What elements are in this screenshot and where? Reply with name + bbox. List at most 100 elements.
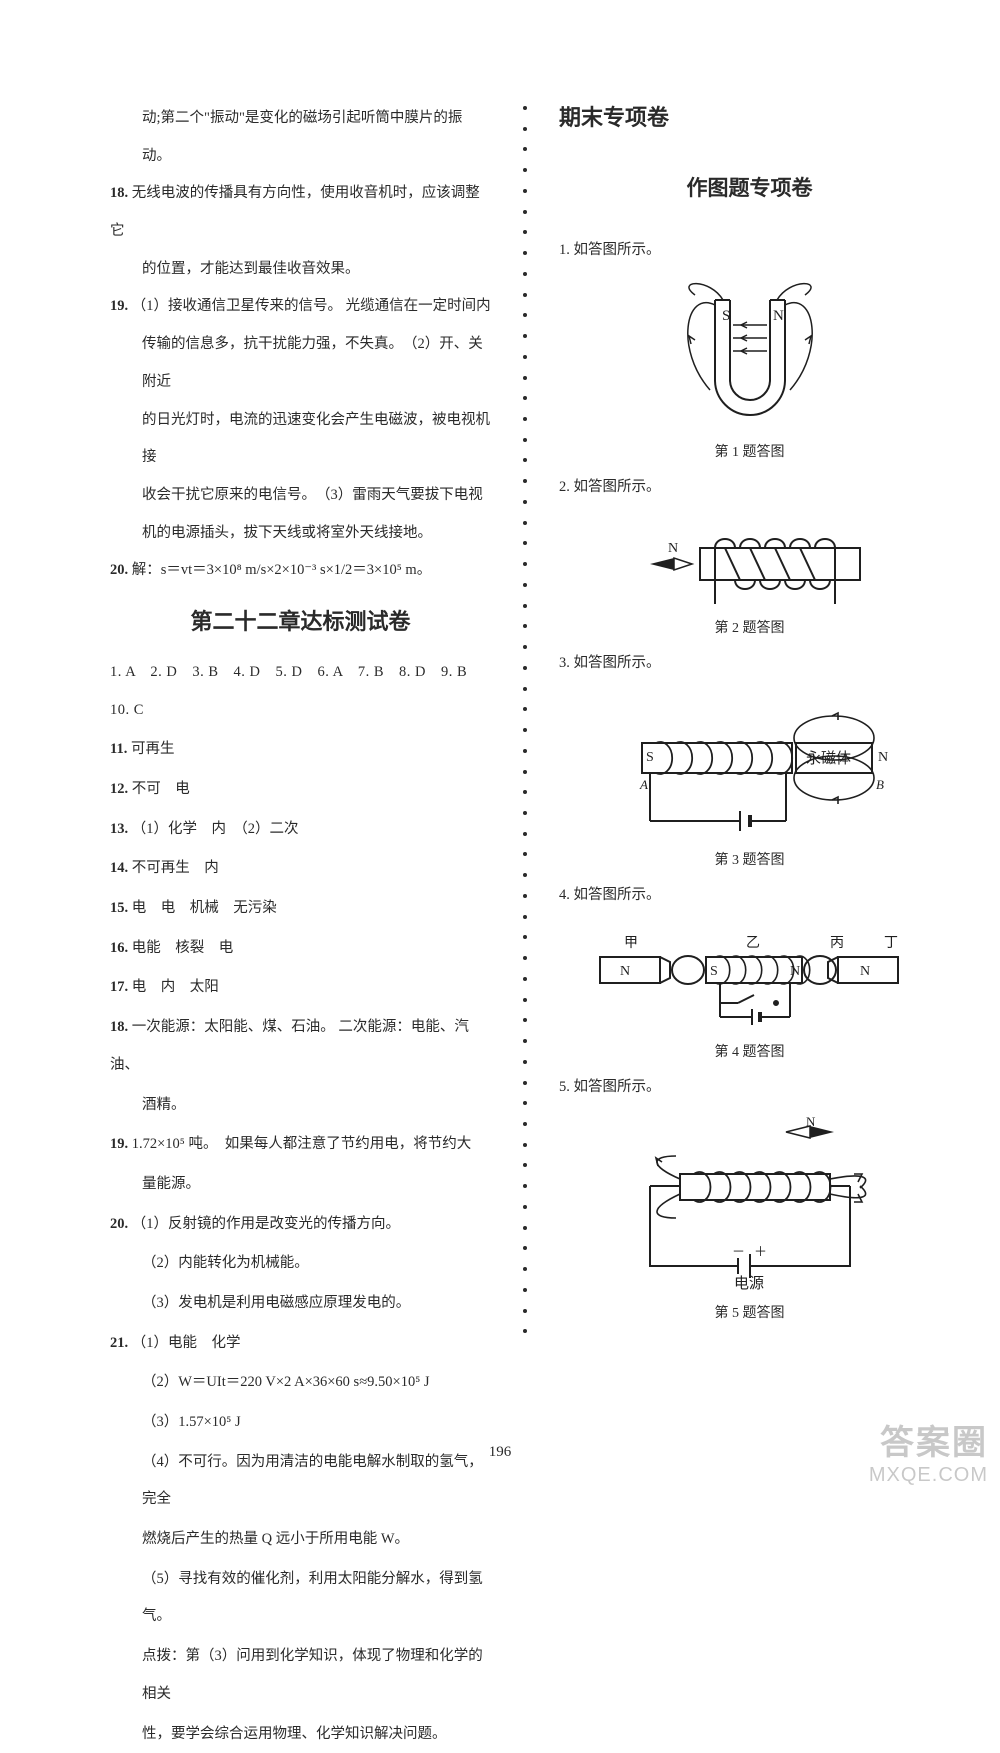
answer-line: （4）不可行。因为用清洁的电能电解水制取的氢气，完全 [110, 1444, 491, 1519]
divider-dot [523, 624, 527, 628]
n-label-2: N [790, 964, 800, 979]
divider-dot [523, 707, 527, 711]
answer-line: 性，要学会综合运用物理、化学知识解决问题。 [110, 1716, 491, 1753]
answer-text: 电 内 太阳 [132, 979, 219, 995]
s-label: S [722, 308, 730, 324]
divider-dot [523, 438, 527, 442]
divider-dot [523, 1101, 527, 1105]
qnum-20: 20. [110, 562, 128, 578]
divider-dot [523, 541, 527, 545]
answer-text: 可再生 [131, 741, 175, 757]
qnum: 12. [110, 781, 132, 797]
divider-dot [523, 1143, 527, 1147]
watermark-line2: MXQE.COM [869, 1464, 988, 1487]
divider-dot [523, 1039, 527, 1043]
divider-dot [523, 1329, 527, 1333]
answer-text: （5）寻找有效的催化剂，利用太阳能分解水，得到氢气。 [142, 1571, 483, 1625]
fig2-caption: 第 2 题答图 [559, 617, 940, 637]
divider-dot [523, 1163, 527, 1167]
horseshoe-magnet-diagram: S N [655, 280, 845, 435]
column-divider [521, 100, 529, 1340]
answer-text: 燃烧后产生的热量 Q 远小于所用电能 W。 [142, 1531, 409, 1547]
answer-text: 电能 核裂 电 [132, 940, 234, 956]
chapter-22-title: 第二十二章达标测试卷 [110, 604, 491, 636]
bing-label: 丙 [830, 936, 844, 951]
fig2: N 第 2 题答图 [559, 516, 940, 637]
fig5-prompt: 5. 如答图所示。 [559, 1069, 940, 1107]
divider-dot [523, 521, 527, 525]
right-column: 期末专项卷 作图题专项卷 1. 如答图所示。 S N [549, 100, 940, 1340]
answer-text: （1）化学 内 （2）二次 [132, 821, 299, 837]
qnum: 19. [110, 1136, 132, 1152]
divider-dot [523, 873, 527, 877]
divider-dot [523, 1205, 527, 1209]
fig3-prompt: 3. 如答图所示。 [559, 645, 940, 683]
left-column: 动;第二个"振动"是变化的磁场引起听筒中膜片的振动。 18. 无线电波的传播具有… [110, 100, 501, 1340]
text-line: 机的电源插头，拔下天线或将室外天线接地。 [110, 515, 491, 553]
q18: 18. 无线电波的传播具有方向性，使用收音机时，应该调整它 [110, 175, 491, 250]
divider-dot [523, 1226, 527, 1230]
s-label: S [646, 750, 654, 765]
n-label: N [878, 750, 888, 765]
answer-line: 酒精。 [110, 1087, 491, 1125]
sub-title: 作图题专项卷 [559, 172, 940, 202]
divider-dot [523, 728, 527, 732]
divider-dot [523, 956, 527, 960]
answer-line: 15. 电 电 机械 无污染 [110, 890, 491, 928]
answer-text: （2）W＝UIt＝220 V×2 A×36×60 s≈9.50×10⁵ J [142, 1374, 430, 1390]
answer-line: 12. 不可 电 [110, 771, 491, 809]
jia-label: 甲 [624, 936, 638, 951]
divider-dot [523, 147, 527, 151]
divider-dot [523, 1060, 527, 1064]
fig1: S N [559, 280, 940, 461]
divider-dot [523, 666, 527, 670]
answer-text: 点拨：第（3）问用到化学知识，体现了物理和化学的相关 [142, 1648, 483, 1702]
n-label: N [773, 308, 784, 324]
fig4: N S N N 甲 乙 丙 丁 第 4 题答图 [559, 925, 940, 1061]
answer-line: （2）内能转化为机械能。 [110, 1245, 491, 1283]
divider-dot [523, 977, 527, 981]
qnum: 14. [110, 860, 132, 876]
answer-line: 11. 可再生 [110, 731, 491, 769]
divider-dot [523, 687, 527, 691]
q19: 19. （1）接收通信卫星传来的信号。 光缆通信在一定时间内 [110, 288, 491, 326]
answer-line: 20. （1）反射镜的作用是改变光的传播方向。 [110, 1206, 491, 1244]
divider-dot [523, 811, 527, 815]
divider-dot [523, 1184, 527, 1188]
fig1-caption: 第 1 题答图 [559, 441, 940, 461]
q20: 20. 解：s＝vt＝3×10⁸ m/s×2×10⁻³ s×1/2＝3×10⁵ … [110, 552, 491, 590]
answer-text: （2）内能转化为机械能。 [142, 1255, 309, 1271]
answer-line: （2）W＝UIt＝220 V×2 A×36×60 s≈9.50×10⁵ J [110, 1364, 491, 1402]
divider-dot [523, 210, 527, 214]
fig1-prompt: 1. 如答图所示。 [559, 232, 940, 270]
ding-label: 丁 [884, 936, 898, 951]
answer-line: 量能源。 [110, 1166, 491, 1204]
fig3: 永磁体 [559, 693, 940, 869]
answer-text: 不可再生 内 [132, 860, 219, 876]
qnum: 15. [110, 900, 132, 916]
text-line: 无线电波的传播具有方向性，使用收音机时，应该调整它 [110, 185, 480, 239]
divider-dot [523, 376, 527, 380]
answer-line: （5）寻找有效的催化剂，利用太阳能分解水，得到氢气。 [110, 1561, 491, 1636]
divider-dot [523, 1081, 527, 1085]
text-line: （1）接收通信卫星传来的信号。 光缆通信在一定时间内 [132, 298, 491, 314]
divider-dot [523, 1018, 527, 1022]
answer-text: 1.72×10⁵ 吨。 如果每人都注意了节约用电，将节约大 [132, 1136, 471, 1152]
divider-dot [523, 106, 527, 110]
answer-line: 14. 不可再生 内 [110, 850, 491, 888]
divider-dot [523, 1122, 527, 1126]
divider-dot [523, 935, 527, 939]
answer-line: （3）1.57×10⁵ J [110, 1404, 491, 1442]
multiple-choice-answers: 1. A 2. D 3. B 4. D 5. D 6. A 7. B 8. D … [110, 654, 491, 729]
qnum: 18. [110, 1019, 132, 1035]
fig2-prompt: 2. 如答图所示。 [559, 469, 940, 507]
divider-dot [523, 604, 527, 608]
qnum: 13. [110, 821, 132, 837]
divider-dot [523, 396, 527, 400]
answer-line: （3）发电机是利用电磁感应原理发电的。 [110, 1285, 491, 1323]
answer-line: 18. 一次能源：太阳能、煤、石油。 二次能源：电能、汽油、 [110, 1009, 491, 1084]
divider-dot [523, 1309, 527, 1313]
fig4-caption: 第 4 题答图 [559, 1041, 940, 1061]
qnum: 17. [110, 979, 132, 995]
page: 动;第二个"振动"是变化的磁场引起听筒中膜片的振动。 18. 无线电波的传播具有… [0, 0, 1000, 1380]
